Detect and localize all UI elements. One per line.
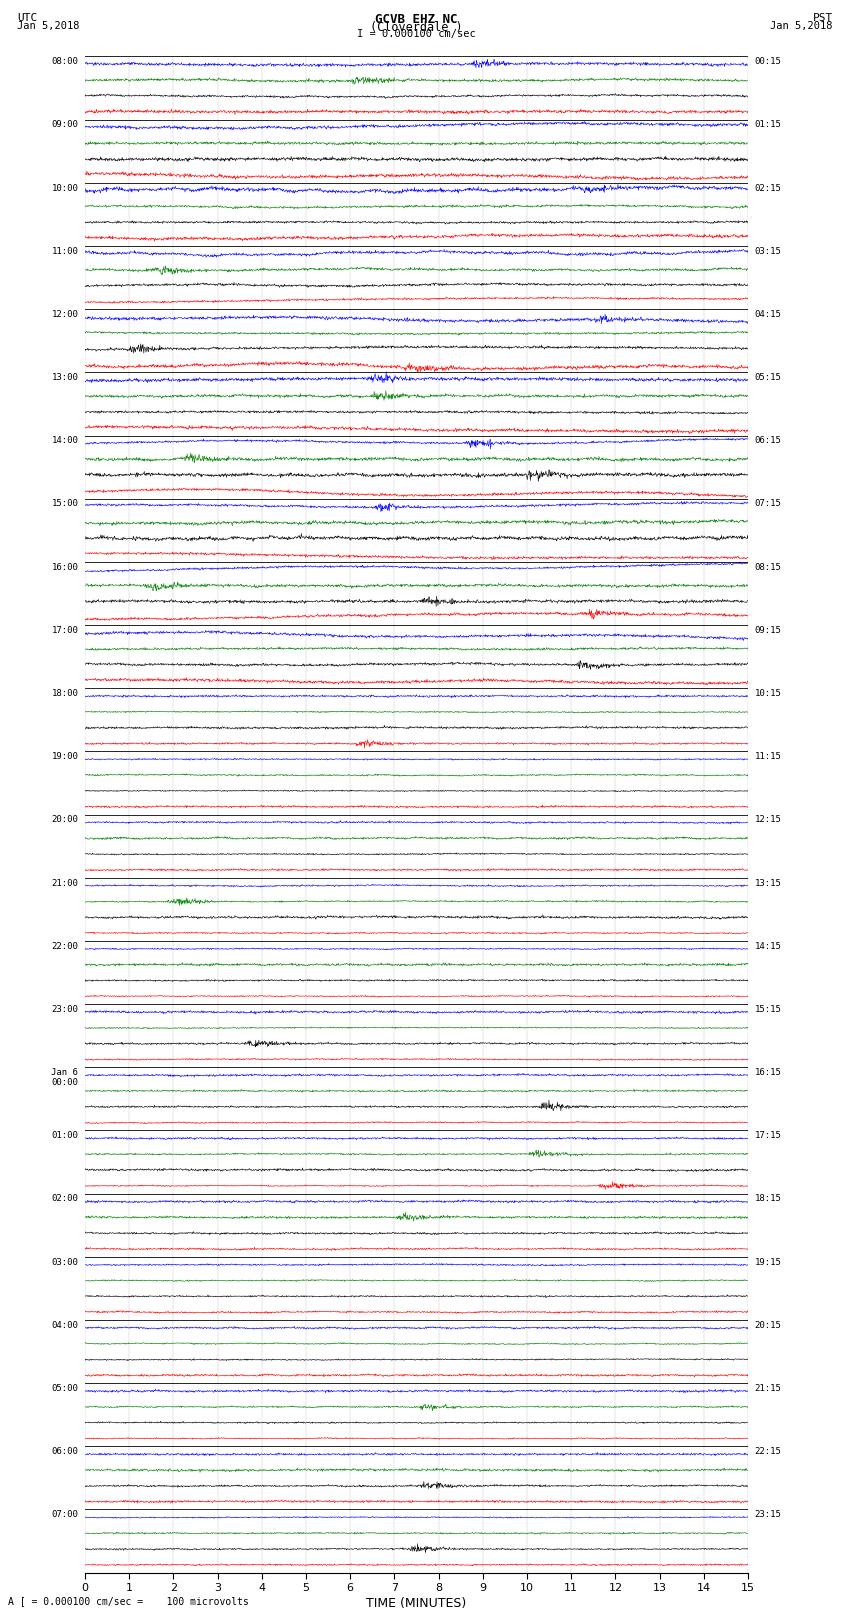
Text: PST: PST [813, 13, 833, 23]
Text: 00:15: 00:15 [755, 56, 781, 66]
Text: 18:00: 18:00 [52, 689, 78, 698]
Text: 09:15: 09:15 [755, 626, 781, 636]
Text: 01:00: 01:00 [52, 1131, 78, 1140]
Text: 08:00: 08:00 [52, 56, 78, 66]
Text: 11:15: 11:15 [755, 752, 781, 761]
Text: Jan 5,2018: Jan 5,2018 [17, 21, 80, 31]
Text: 12:15: 12:15 [755, 815, 781, 824]
Text: 16:00: 16:00 [52, 563, 78, 571]
Text: 12:00: 12:00 [52, 310, 78, 319]
Text: Jan 6
00:00: Jan 6 00:00 [52, 1068, 78, 1087]
Text: 01:15: 01:15 [755, 121, 781, 129]
Text: 23:00: 23:00 [52, 1005, 78, 1015]
Text: 03:00: 03:00 [52, 1258, 78, 1266]
Text: 19:00: 19:00 [52, 752, 78, 761]
Text: 10:00: 10:00 [52, 184, 78, 192]
Text: 20:00: 20:00 [52, 815, 78, 824]
Text: 05:15: 05:15 [755, 373, 781, 382]
Text: 05:00: 05:00 [52, 1384, 78, 1394]
Text: 07:15: 07:15 [755, 500, 781, 508]
Text: 17:00: 17:00 [52, 626, 78, 636]
Text: 04:00: 04:00 [52, 1321, 78, 1329]
Text: 20:15: 20:15 [755, 1321, 781, 1329]
Text: 21:00: 21:00 [52, 879, 78, 887]
Text: (Cloverdale ): (Cloverdale ) [371, 21, 462, 34]
Text: 13:00: 13:00 [52, 373, 78, 382]
Text: 22:00: 22:00 [52, 942, 78, 950]
Text: A [ = 0.000100 cm/sec =    100 microvolts: A [ = 0.000100 cm/sec = 100 microvolts [8, 1597, 249, 1607]
X-axis label: TIME (MINUTES): TIME (MINUTES) [366, 1597, 467, 1610]
Text: I = 0.000100 cm/sec: I = 0.000100 cm/sec [357, 29, 476, 39]
Text: 04:15: 04:15 [755, 310, 781, 319]
Text: 09:00: 09:00 [52, 121, 78, 129]
Text: UTC: UTC [17, 13, 37, 23]
Text: 02:15: 02:15 [755, 184, 781, 192]
Text: 08:15: 08:15 [755, 563, 781, 571]
Text: 11:00: 11:00 [52, 247, 78, 256]
Text: 10:15: 10:15 [755, 689, 781, 698]
Text: 16:15: 16:15 [755, 1068, 781, 1077]
Text: 22:15: 22:15 [755, 1447, 781, 1457]
Text: 23:15: 23:15 [755, 1510, 781, 1519]
Text: 14:00: 14:00 [52, 436, 78, 445]
Text: 17:15: 17:15 [755, 1131, 781, 1140]
Text: 02:00: 02:00 [52, 1194, 78, 1203]
Text: 19:15: 19:15 [755, 1258, 781, 1266]
Text: 03:15: 03:15 [755, 247, 781, 256]
Text: 15:00: 15:00 [52, 500, 78, 508]
Text: GCVB EHZ NC: GCVB EHZ NC [375, 13, 458, 26]
Text: 06:00: 06:00 [52, 1447, 78, 1457]
Text: 07:00: 07:00 [52, 1510, 78, 1519]
Text: 06:15: 06:15 [755, 436, 781, 445]
Text: 13:15: 13:15 [755, 879, 781, 887]
Text: 14:15: 14:15 [755, 942, 781, 950]
Text: Jan 5,2018: Jan 5,2018 [770, 21, 833, 31]
Text: 18:15: 18:15 [755, 1194, 781, 1203]
Text: 15:15: 15:15 [755, 1005, 781, 1015]
Text: 21:15: 21:15 [755, 1384, 781, 1394]
